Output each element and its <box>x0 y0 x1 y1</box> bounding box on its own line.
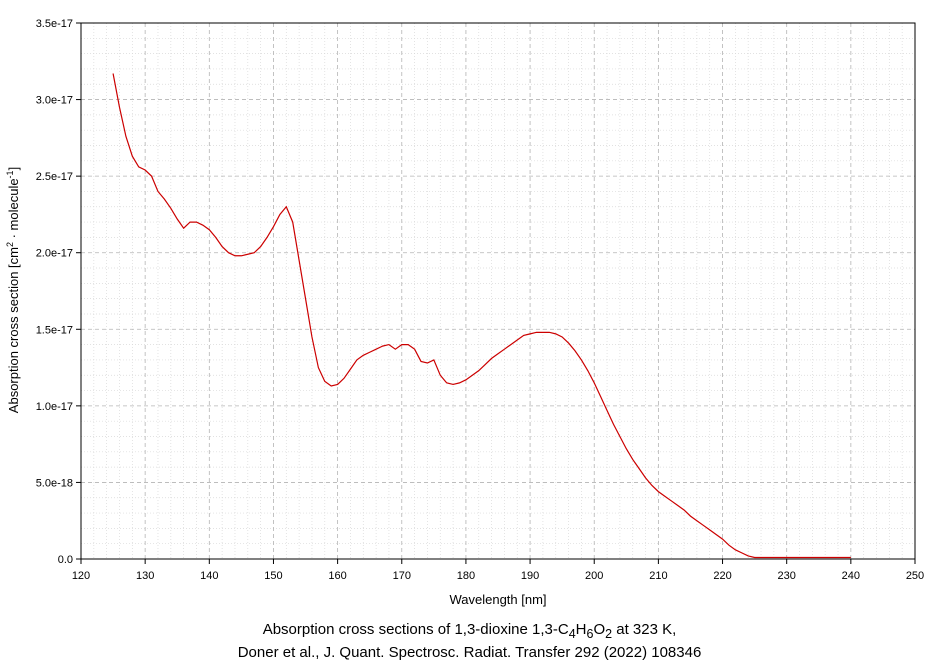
x-tick-label: 160 <box>328 570 346 582</box>
x-tick-label: 210 <box>649 570 667 582</box>
x-tick-label: 200 <box>585 570 603 582</box>
y-tick-label: 1.0e-17 <box>36 401 73 413</box>
x-tick-label: 130 <box>136 570 154 582</box>
y-tick-label: 1.5e-17 <box>36 324 73 336</box>
x-axis-ticks: 120 130 140 150 160 170 180 190 200 210 220 230 240 2… <box>72 559 924 582</box>
x-tick-label: 120 <box>72 570 90 582</box>
x-tick-label: 150 <box>264 570 282 582</box>
y-tick-label: 5.0e-18 <box>36 477 73 489</box>
caption-line-2: Doner et al., J. Quant. Spectrosc. Radia… <box>237 644 702 661</box>
plot-background <box>81 23 915 559</box>
x-axis-title: Wavelength [nm] <box>449 592 546 607</box>
absorption-line <box>112 73 851 559</box>
x-tick-label: 170 <box>393 570 411 582</box>
caption-line-1: Absorption cross sections of 1,3-dioxine… <box>262 621 677 641</box>
x-tick-label: 250 <box>906 570 924 582</box>
x-tick-label: 180 <box>457 570 475 582</box>
y-tick-label: 3.5e-17 <box>36 18 73 30</box>
x-tick-label: 230 <box>778 570 796 582</box>
minor-grid <box>81 23 915 559</box>
y-tick-label: 2.0e-17 <box>36 248 73 260</box>
y-tick-label: 0.0 <box>58 554 73 566</box>
chart: 120 130 140 150 160 170 180 190 200 210 220 230 240 2… <box>5 18 924 607</box>
x-tick-label: 190 <box>521 570 539 582</box>
y-axis-title: Absorption cross section [cm2 · molecule… <box>5 167 21 413</box>
x-tick-label: 140 <box>200 570 218 582</box>
y-tick-label: 3.0e-17 <box>36 95 73 107</box>
plot-frame <box>80 22 916 560</box>
y-tick-label: 2.5e-17 <box>36 171 73 183</box>
y-axis-ticks: 0.0 5.0e-18 1.0e-17 1.5e-17 2.0e-17 2.5e-17 3.… <box>36 18 81 566</box>
x-tick-label: 240 <box>842 570 860 582</box>
x-tick-label: 220 <box>713 570 731 582</box>
